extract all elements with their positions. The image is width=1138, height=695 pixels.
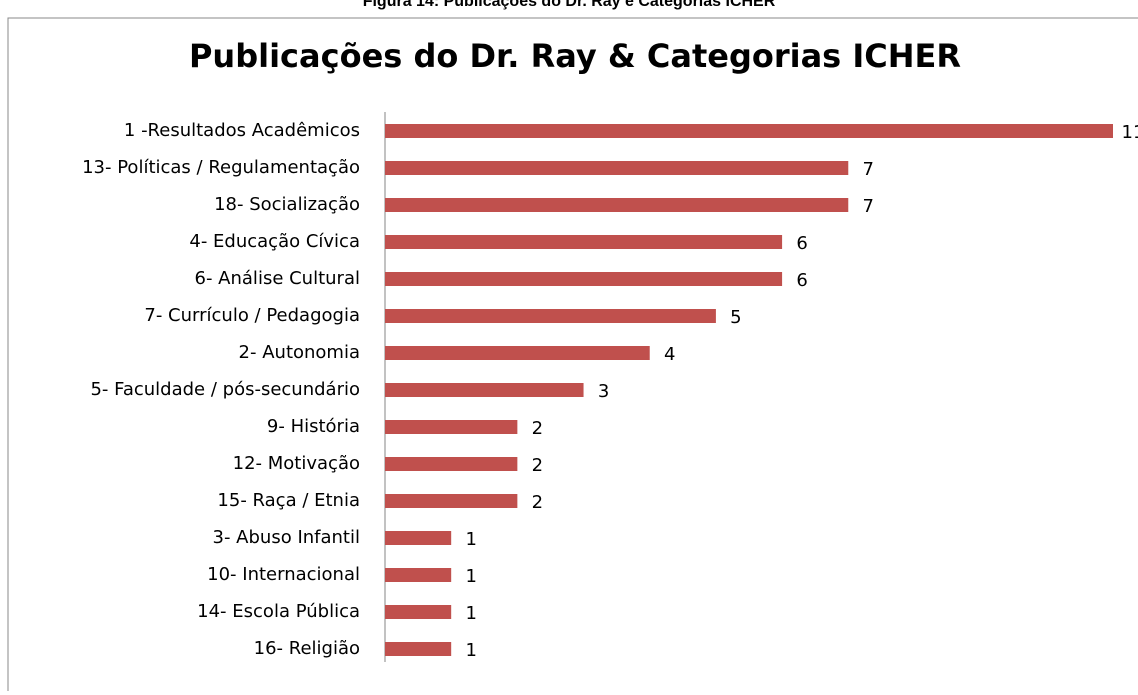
bar [385, 124, 1113, 138]
figure-caption: Figura 14: Publicações do Dr. Ray e Cate… [363, 0, 776, 10]
y-tick-label: 18- Socialização [214, 194, 360, 215]
y-tick-label: 15- Raça / Etnia [217, 490, 360, 511]
bar [385, 605, 452, 619]
data-label: 7 [863, 159, 874, 180]
bar [385, 642, 452, 656]
data-label: 3 [598, 381, 609, 402]
y-tick-label: 5- Faculdade / pós-secundário [90, 379, 360, 400]
y-tick-label: 7- Currículo / Pedagogia [144, 305, 360, 326]
y-tick-label: 1 -Resultados Acadêmicos [124, 120, 360, 141]
y-tick-label: 14- Escola Pública [197, 601, 360, 622]
y-tick-label: 9- História [267, 416, 360, 437]
chart-title: Publicações do Dr. Ray & Categorias ICHE… [189, 37, 961, 75]
y-tick-label: 3- Abuso Infantil [213, 527, 360, 548]
y-tick-label: 12- Motivação [233, 453, 360, 474]
data-label: 2 [532, 455, 543, 476]
bar [385, 346, 650, 360]
data-label: 2 [532, 418, 543, 439]
y-tick-label: 16- Religião [254, 638, 360, 659]
data-label: 7 [863, 196, 874, 217]
data-label: 5 [730, 307, 741, 328]
bar [385, 494, 518, 508]
data-label: 4 [664, 344, 675, 365]
bar [385, 235, 783, 249]
bar [385, 420, 518, 434]
y-tick-label: 13- Políticas / Regulamentação [82, 157, 360, 178]
y-tick-label: 4- Educação Cívica [189, 231, 360, 252]
bar [385, 309, 716, 323]
data-label: 1 [465, 529, 476, 550]
data-label: 6 [796, 233, 807, 254]
y-tick-label: 6- Análise Cultural [195, 268, 360, 289]
bar [385, 383, 584, 397]
y-tick-label: 2- Autonomia [239, 342, 360, 363]
bar [385, 198, 849, 212]
bar [385, 531, 452, 545]
bar [385, 161, 849, 175]
data-label: 11 [1122, 122, 1138, 143]
data-label: 1 [465, 603, 476, 624]
y-tick-label: 10- Internacional [207, 564, 360, 585]
bar [385, 568, 452, 582]
data-label: 1 [465, 640, 476, 661]
data-label: 1 [465, 566, 476, 587]
data-label: 2 [532, 492, 543, 513]
bar [385, 272, 783, 286]
bar [385, 457, 518, 471]
data-label: 6 [796, 270, 807, 291]
